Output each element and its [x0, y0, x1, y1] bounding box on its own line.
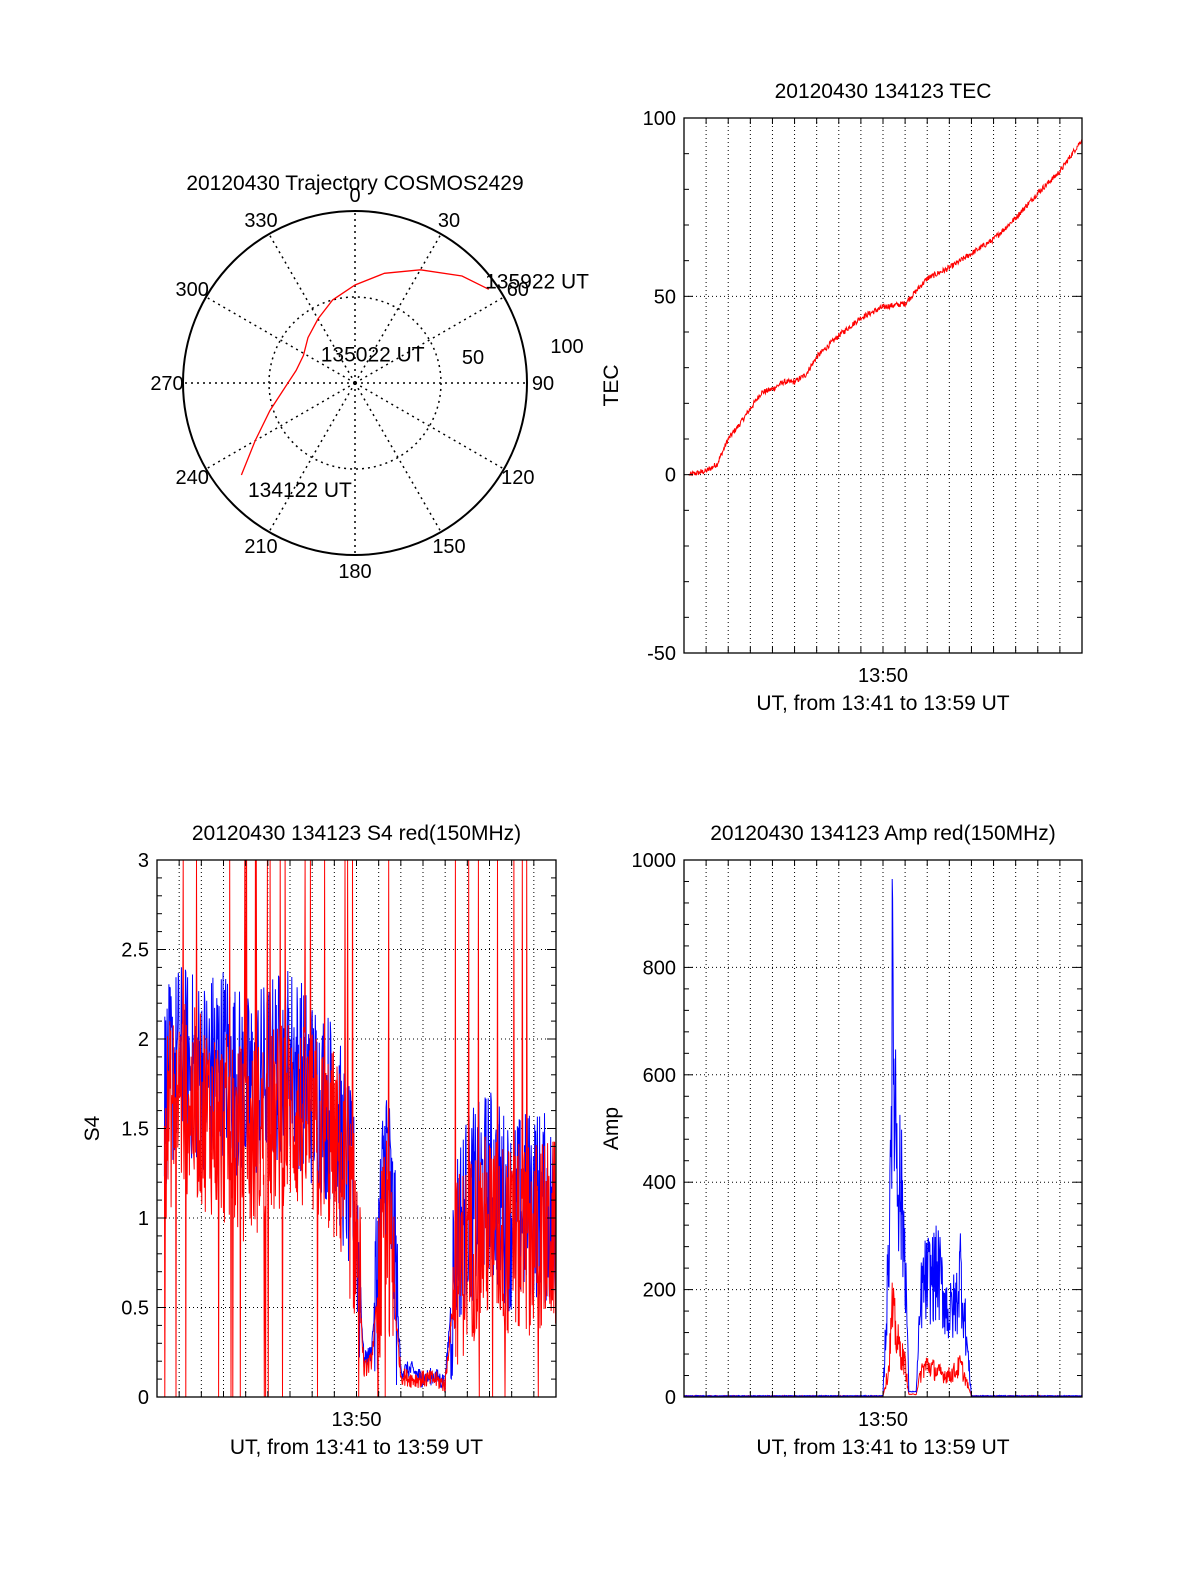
series-line: [689, 139, 1083, 477]
y-axis-label: TEC: [600, 365, 623, 407]
polar-trajectory-chart: 20120430 Trajectory COSMOS2429 0 30 60 90 12…: [150, 172, 589, 583]
y-tick-label: 2.5: [121, 940, 149, 962]
polar-spoke: [354, 382, 442, 533]
y-tick-label: 1.5: [121, 1119, 149, 1141]
polar-chart-title: 20120430 Trajectory COSMOS2429: [186, 172, 523, 195]
polar-radial-labels: 50 100: [462, 336, 584, 369]
polar-spoke: [205, 296, 356, 384]
polar-grid: [182, 210, 528, 556]
polar-azimuth-label: 330: [244, 210, 277, 232]
x-tick-label: 13:50: [858, 1409, 908, 1431]
polar-trajectory-line: [240, 269, 490, 476]
polar-azimuth-label: 30: [438, 210, 460, 232]
x-axis-label: UT, from 13:41 to 13:59 UT: [756, 692, 1009, 715]
y-axis-label: Amp: [600, 1107, 623, 1150]
polar-spoke: [354, 382, 505, 470]
y-tick-label: 3: [138, 850, 149, 872]
y-tick-label: 0: [665, 465, 676, 487]
polar-spoke: [205, 382, 356, 470]
series-group: [689, 139, 1083, 477]
s4-chart: 20120430 134123 S4 red(150MHz) 0 0.5 1 1.5 2 2…: [81, 822, 557, 1459]
polar-time-annotation: 135022 UT: [321, 343, 425, 366]
ticks: [683, 859, 1083, 1398]
polar-radial-label: 50: [462, 347, 484, 369]
ticks: [683, 117, 1083, 654]
polar-time-annotation: 135922 UT: [485, 270, 589, 293]
series-group: [163, 859, 557, 1398]
polar-azimuth-label: 180: [338, 561, 371, 583]
polar-azimuth-label: 150: [432, 536, 465, 558]
polar-spoke: [354, 296, 505, 384]
series-line: [163, 859, 557, 1398]
polar-azimuth-label: 60: [507, 279, 529, 301]
polar-radial-label: 100: [550, 336, 583, 358]
polar-spoke: [268, 233, 356, 384]
polar-spoke: [268, 382, 356, 533]
polar-azimuth-label: 210: [244, 536, 277, 558]
y-tick-label: 1: [138, 1208, 149, 1230]
y-tick-label: 2: [138, 1029, 149, 1051]
polar-azimuth-label: 120: [501, 467, 534, 489]
y-tick-label: -50: [647, 643, 676, 665]
y-axis-label: S4: [81, 1115, 104, 1141]
chart-title: 20120430 134123 Amp red(150MHz): [710, 822, 1056, 845]
series-line: [683, 1282, 1083, 1398]
polar-annotations: 134122 UT 135022 UT 135922 UT: [248, 270, 589, 502]
polar-azimuth-label: 270: [150, 373, 183, 395]
polar-azimuth-label: 240: [175, 467, 208, 489]
polar-azimuth-label: 300: [175, 279, 208, 301]
tec-chart: 20120430 134123 TEC -50 0 50 100 13:50 UT, fro…: [600, 80, 1083, 715]
y-tick-label: 0: [138, 1387, 149, 1409]
polar-trajectory-series: [240, 269, 490, 476]
y-tick-label: 0: [665, 1387, 676, 1409]
y-tick-label: 600: [643, 1065, 676, 1087]
polar-azimuth-labels: 0 30 60 90 120 150 180 210 240 270 300 330: [150, 185, 554, 583]
polar-outer-circle: [182, 210, 528, 556]
x-tick-label: 13:50: [858, 665, 908, 687]
grid-lines: [684, 117, 1082, 654]
chart-title: 20120430 134123 TEC: [775, 80, 992, 103]
polar-azimuth-label: 90: [532, 373, 554, 395]
polar-time-annotation: 134122 UT: [248, 479, 352, 502]
y-tick-label: 1000: [632, 850, 677, 872]
amp-chart: 20120430 134123 Amp red(150MHz) 0 200 400 60…: [600, 822, 1083, 1459]
x-tick-label: 13:50: [331, 1409, 381, 1431]
grid-lines: [684, 859, 1082, 1398]
y-tick-label: 50: [654, 286, 676, 308]
ticks: [156, 859, 557, 1398]
y-tick-label: 800: [643, 957, 676, 979]
y-tick-label: 0.5: [121, 1298, 149, 1320]
x-axis-label: UT, from 13:41 to 13:59 UT: [230, 1436, 483, 1459]
polar-spoke: [354, 233, 442, 384]
y-tick-label: 100: [643, 108, 676, 130]
y-tick-label: 400: [643, 1172, 676, 1194]
x-axis-label: UT, from 13:41 to 13:59 UT: [756, 1436, 1009, 1459]
y-tick-label: 200: [643, 1280, 676, 1302]
chart-title: 20120430 134123 S4 red(150MHz): [192, 822, 521, 845]
polar-azimuth-label: 0: [349, 185, 360, 207]
